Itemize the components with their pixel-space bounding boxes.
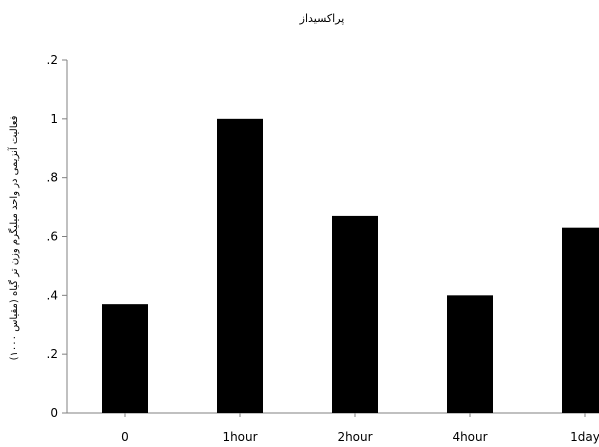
x-tick-label: 1hour	[222, 430, 257, 444]
bar-1hour	[217, 118, 263, 413]
bar-4hour	[447, 295, 493, 413]
y-tick-label: .4	[47, 288, 58, 302]
bar-1day	[562, 227, 599, 413]
x-tick-label: 1day	[570, 430, 599, 444]
y-tick-label: .6	[47, 230, 58, 244]
x-tick-label: 0	[121, 430, 129, 444]
y-tick-label: 1	[50, 112, 58, 126]
y-tick-label: .2	[47, 347, 58, 361]
bars	[102, 118, 599, 413]
x-tick-label: 4hour	[452, 430, 487, 444]
bar-2hour	[332, 215, 378, 413]
bar-0	[102, 304, 148, 413]
chart-title: پراکسیداز	[299, 12, 345, 25]
y-tick-label: .2	[47, 53, 58, 67]
x-tick-label: 2hour	[337, 430, 372, 444]
x-ticks: 0 1hour 2hour 4hour 1day	[121, 413, 599, 444]
y-axis-label: فعالیت آنزیمی در واحد میلیگرم وزن تر گیا…	[7, 115, 20, 360]
y-tick-label: .8	[47, 171, 58, 185]
y-tick-label: 0	[50, 406, 58, 420]
y-ticks: 0 .2 .4 .6 .8 1 .2	[47, 53, 67, 420]
